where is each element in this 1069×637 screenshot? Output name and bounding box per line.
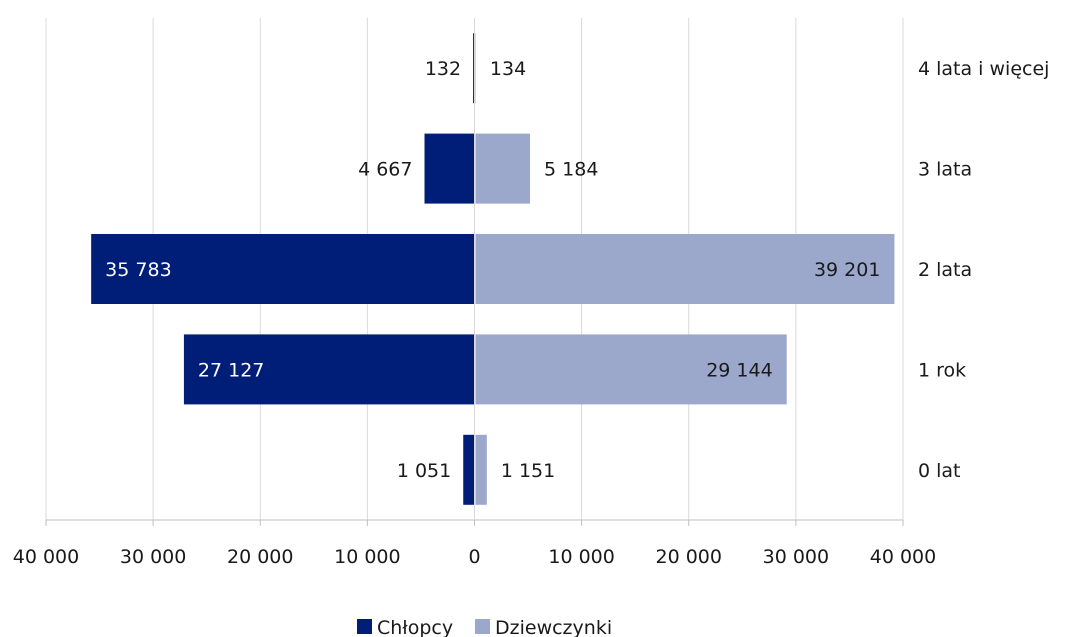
bars bbox=[91, 33, 895, 505]
data-labels: 132 134 4 667 5 184 35 783 39 201 27 127 29 144… bbox=[105, 58, 880, 482]
x-tick-label: 10 000 bbox=[334, 546, 400, 568]
bar-chlopcy-1-rok bbox=[183, 334, 475, 405]
bar-chlopcy-4-lata-i-wiecej bbox=[473, 33, 475, 104]
bar-chlopcy-3-lata bbox=[424, 133, 475, 204]
x-tick-label: 30 000 bbox=[120, 546, 186, 568]
data-label-chlopcy-4-lata-i-wiecej: 132 bbox=[425, 58, 461, 80]
x-tick-label: 30 000 bbox=[763, 546, 829, 568]
x-axis: 40 000 30 000 20 000 10 000 0 10 000 20 000 30 … bbox=[13, 18, 936, 568]
category-label: 4 lata i więcej bbox=[918, 58, 1049, 80]
legend-label-dziewczynki: Dziewczynki bbox=[495, 617, 612, 637]
legend-swatch-chlopcy bbox=[357, 619, 372, 634]
bar-dziewczynki-2-lata bbox=[475, 234, 895, 304]
legend-label-chlopcy: Chłopcy bbox=[377, 617, 453, 637]
bar-dziewczynki-0-lat bbox=[475, 434, 487, 505]
data-label-dziewczynki-3-lata: 5 184 bbox=[544, 159, 598, 181]
x-tick-label: 10 000 bbox=[548, 546, 614, 568]
bar-dziewczynki-3-lata bbox=[475, 133, 531, 204]
data-label-chlopcy-3-lata: 4 667 bbox=[358, 159, 412, 181]
category-label: 1 rok bbox=[918, 359, 966, 381]
x-tick-label: 20 000 bbox=[656, 546, 722, 568]
bar-chlopcy-2-lata bbox=[91, 234, 475, 304]
legend: Chłopcy Dziewczynki bbox=[357, 617, 612, 637]
x-tick-label: 40 000 bbox=[870, 546, 936, 568]
data-label-dziewczynki-4-lata-i-wiecej: 134 bbox=[490, 58, 526, 80]
data-label-chlopcy-2-lata: 35 783 bbox=[105, 259, 171, 281]
category-label: 2 lata bbox=[918, 259, 972, 281]
category-label: 0 lat bbox=[918, 460, 961, 482]
data-label-dziewczynki-1-rok: 29 144 bbox=[706, 359, 772, 381]
x-tick-label: 20 000 bbox=[227, 546, 293, 568]
category-labels: 4 lata i więcej 3 lata 2 lata 1 rok 0 lat bbox=[918, 58, 1049, 482]
category-label: 3 lata bbox=[918, 159, 972, 181]
data-label-dziewczynki-0-lat: 1 151 bbox=[501, 460, 555, 482]
legend-swatch-dziewczynki bbox=[475, 619, 490, 634]
bar-chlopcy-0-lat bbox=[463, 434, 475, 505]
x-tick-label: 0 bbox=[468, 546, 480, 568]
x-tick-label: 40 000 bbox=[13, 546, 79, 568]
data-label-chlopcy-0-lat: 1 051 bbox=[397, 460, 451, 482]
data-label-chlopcy-1-rok: 27 127 bbox=[198, 359, 264, 381]
bar-dziewczynki-1-rok bbox=[475, 334, 787, 405]
data-label-dziewczynki-2-lata: 39 201 bbox=[814, 259, 880, 281]
